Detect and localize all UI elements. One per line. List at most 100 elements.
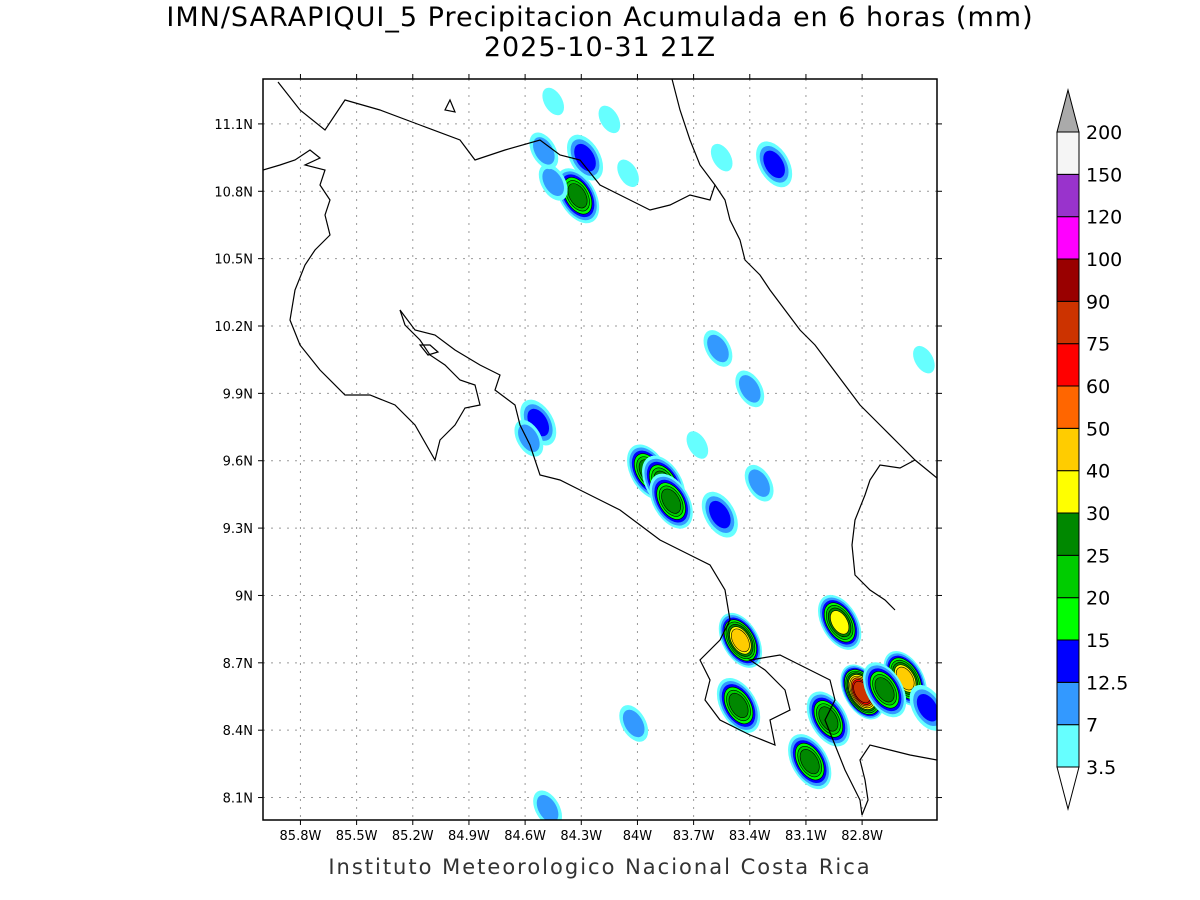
map-title: IMN/SARAPIQUI_5 Precipitacion Acumulada … — [166, 2, 1034, 33]
y-tick-label: 8.1N — [223, 792, 253, 807]
precip-cell — [710, 143, 733, 172]
precip-cell — [555, 168, 600, 224]
colorbar-band — [1056, 258, 1080, 302]
colorbar-band — [1056, 512, 1080, 556]
y-tick-label: 8.4N — [223, 724, 253, 739]
precip-contour — [574, 143, 596, 172]
colorbar-label: 15 — [1086, 630, 1110, 652]
colorbar-band — [1056, 597, 1080, 641]
precip-cell — [818, 594, 862, 650]
x-tick-label: 84.9W — [448, 829, 490, 844]
precip-cell — [788, 734, 832, 790]
colorbar-under-arrow — [1056, 766, 1080, 811]
precip-contour — [542, 87, 565, 116]
x-tick-label: 84.3W — [560, 829, 602, 844]
precip-contour — [799, 749, 820, 775]
y-tick-label: 8.7N — [223, 657, 253, 672]
precip-contour — [598, 105, 621, 134]
precip-contour — [818, 706, 839, 732]
precip-cell — [862, 662, 907, 718]
precip-cell — [566, 134, 604, 181]
colorbar-over-arrow — [1056, 88, 1080, 133]
precip-cell — [716, 677, 761, 733]
colorbar: 3.5 7 12.5 15 20 25 30 40 50 60 75 90 100 120 150 200 — [1056, 88, 1128, 811]
colorbar-label: 90 — [1086, 291, 1110, 313]
precip-contour — [748, 469, 770, 497]
precip-contour — [567, 183, 588, 209]
precip-cell — [619, 705, 649, 742]
grid-lines — [263, 79, 937, 820]
colorbar-band — [1056, 173, 1080, 218]
colorbar-label: 100 — [1086, 249, 1122, 271]
precip-contour — [686, 431, 709, 459]
precip-contour — [536, 795, 559, 820]
x-tick-label: 83.7W — [673, 829, 715, 844]
x-tick-label: 82.8W — [841, 829, 883, 844]
y-tick-label: 11.1N — [214, 118, 253, 133]
footer-credit: Instituto Meteorologico Nacional Costa R… — [328, 855, 872, 879]
precip-cell — [744, 464, 774, 502]
colorbar-label: 60 — [1086, 376, 1110, 398]
precip-cell — [806, 691, 851, 747]
precip-contour — [830, 610, 850, 635]
y-tick-label: 9N — [235, 589, 253, 604]
coastline — [263, 79, 937, 816]
x-tick-label: 84.6W — [504, 829, 546, 844]
colorbar-band — [1056, 131, 1080, 175]
x-tick-label: 83.4W — [729, 829, 771, 844]
precip-contour — [617, 159, 639, 188]
precip-contour — [916, 693, 937, 722]
precip-contour — [533, 137, 555, 165]
precip-cell — [598, 105, 621, 134]
precip-contour — [874, 677, 895, 703]
precip-contour — [913, 345, 935, 374]
precip-cell — [617, 159, 639, 188]
colorbar-label: 200 — [1086, 122, 1122, 144]
colorbar-label: 20 — [1086, 588, 1110, 610]
y-tick-label: 10.2N — [214, 320, 253, 335]
colorbar-label: 7 — [1086, 715, 1098, 737]
y-tick-label: 10.8N — [214, 185, 253, 200]
precip-cell — [718, 612, 763, 668]
colorbar-band — [1056, 216, 1080, 260]
colorbar-band — [1056, 343, 1080, 387]
colorbar-label: 25 — [1086, 545, 1110, 567]
precip-cell — [701, 491, 738, 538]
precipitation-cells — [514, 87, 937, 820]
colorbar-band — [1056, 385, 1080, 429]
precip-cell — [913, 345, 935, 374]
map-subtitle: 2025-10-31 21Z — [483, 32, 717, 63]
y-tick-label: 9.3N — [223, 522, 253, 537]
colorbar-label: 75 — [1086, 334, 1110, 356]
colorbar-label: 50 — [1086, 418, 1110, 440]
precip-cell — [686, 431, 709, 459]
precip-cell — [533, 790, 562, 820]
x-tick-label: 85.8W — [280, 829, 322, 844]
colorbar-band — [1056, 681, 1080, 726]
x-tick-label: 85.5W — [336, 829, 378, 844]
y-tick-label: 9.9N — [223, 387, 253, 402]
x-tick-label: 84W — [623, 829, 653, 844]
colorbar-label: 30 — [1086, 503, 1110, 525]
precip-cell — [703, 330, 733, 367]
precip-contour — [710, 143, 733, 172]
colorbar-label: 3.5 — [1086, 757, 1116, 779]
colorbar-label: 12.5 — [1086, 672, 1128, 694]
x-tick-label: 85.2W — [392, 829, 434, 844]
colorbar-band — [1056, 300, 1080, 345]
y-tick-label: 10.5N — [214, 253, 253, 268]
precip-contour — [707, 334, 729, 363]
precip-cell — [538, 163, 568, 201]
colorbar-band — [1056, 554, 1080, 599]
colorbar-band — [1056, 724, 1080, 768]
x-tick-label: 83.1W — [785, 829, 827, 844]
colorbar-label: 150 — [1086, 164, 1122, 186]
precip-contour — [622, 709, 645, 738]
precip-contour — [728, 692, 749, 719]
colorbar-label: 120 — [1086, 207, 1122, 229]
precip-contour — [709, 500, 731, 529]
precip-contour — [661, 488, 682, 514]
precip-cell — [542, 87, 565, 116]
colorbar-band — [1056, 427, 1080, 472]
